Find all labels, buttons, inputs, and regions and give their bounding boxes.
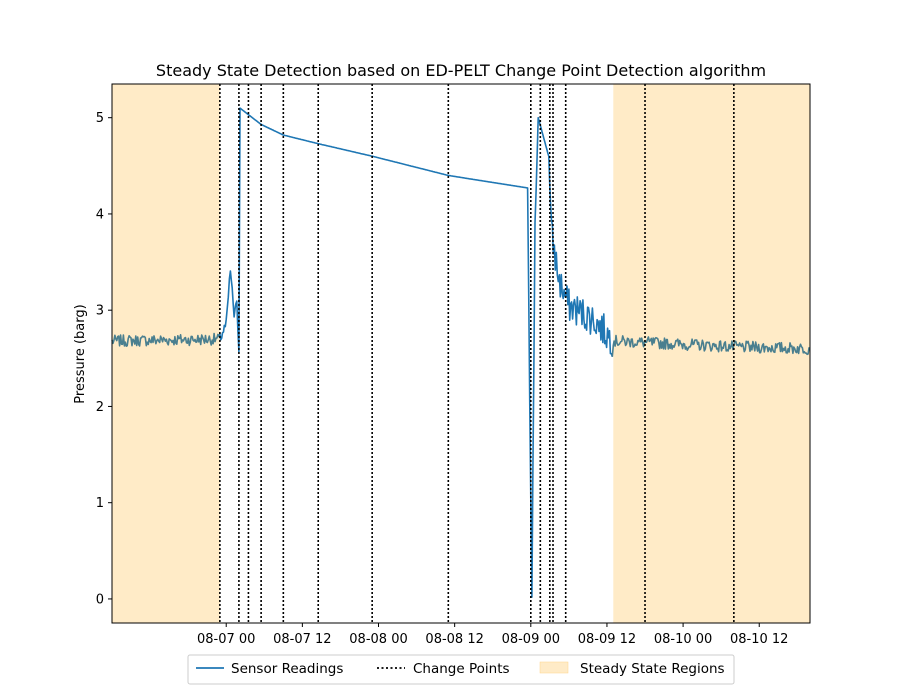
legend-change-points-label: Change Points [413, 661, 510, 677]
x-tick-label: 08-08 12 [425, 632, 483, 647]
y-axis-label: Pressure (barg) [73, 304, 88, 403]
y-axis: 0 1 2 3 4 5 [96, 111, 112, 607]
legend-box [187, 654, 735, 685]
x-tick-label: 08-09 12 [578, 632, 636, 647]
x-tick-label: 08-07 12 [273, 632, 331, 647]
x-tick-label: 08-10 00 [654, 632, 712, 647]
legend-steady-label: Steady State Regions [580, 661, 725, 677]
y-tick-label: 2 [96, 400, 104, 415]
sensor-readings-line [219, 107, 614, 598]
legend: Sensor Readings Change Points Steady Sta… [187, 654, 735, 685]
sensor-readings-line [111, 332, 221, 348]
legend-steady-swatch [539, 661, 569, 674]
y-tick-label: 5 [96, 111, 104, 126]
y-tick-label: 0 [96, 592, 104, 607]
x-tick-label: 08-08 00 [349, 632, 407, 647]
x-tick-label: 08-09 00 [502, 632, 560, 647]
chart-title: Steady State Detection based on ED-PELT … [156, 61, 766, 80]
y-tick-label: 1 [96, 496, 104, 511]
y-tick-label: 4 [96, 207, 104, 222]
steady-state-regions [112, 84, 810, 623]
x-tick-label: 08-07 00 [197, 632, 255, 647]
steady-state-region [613, 84, 810, 623]
change-points [219, 84, 735, 623]
x-axis: 08-07 00 08-07 12 08-08 00 08-08 12 08-09 00… [197, 623, 788, 647]
plot-frame [111, 83, 811, 624]
y-tick-label: 3 [96, 304, 104, 319]
x-tick-label: 08-10 12 [730, 632, 788, 647]
legend-readings-label: Sensor Readings [231, 661, 343, 677]
steady-state-region [112, 84, 220, 623]
